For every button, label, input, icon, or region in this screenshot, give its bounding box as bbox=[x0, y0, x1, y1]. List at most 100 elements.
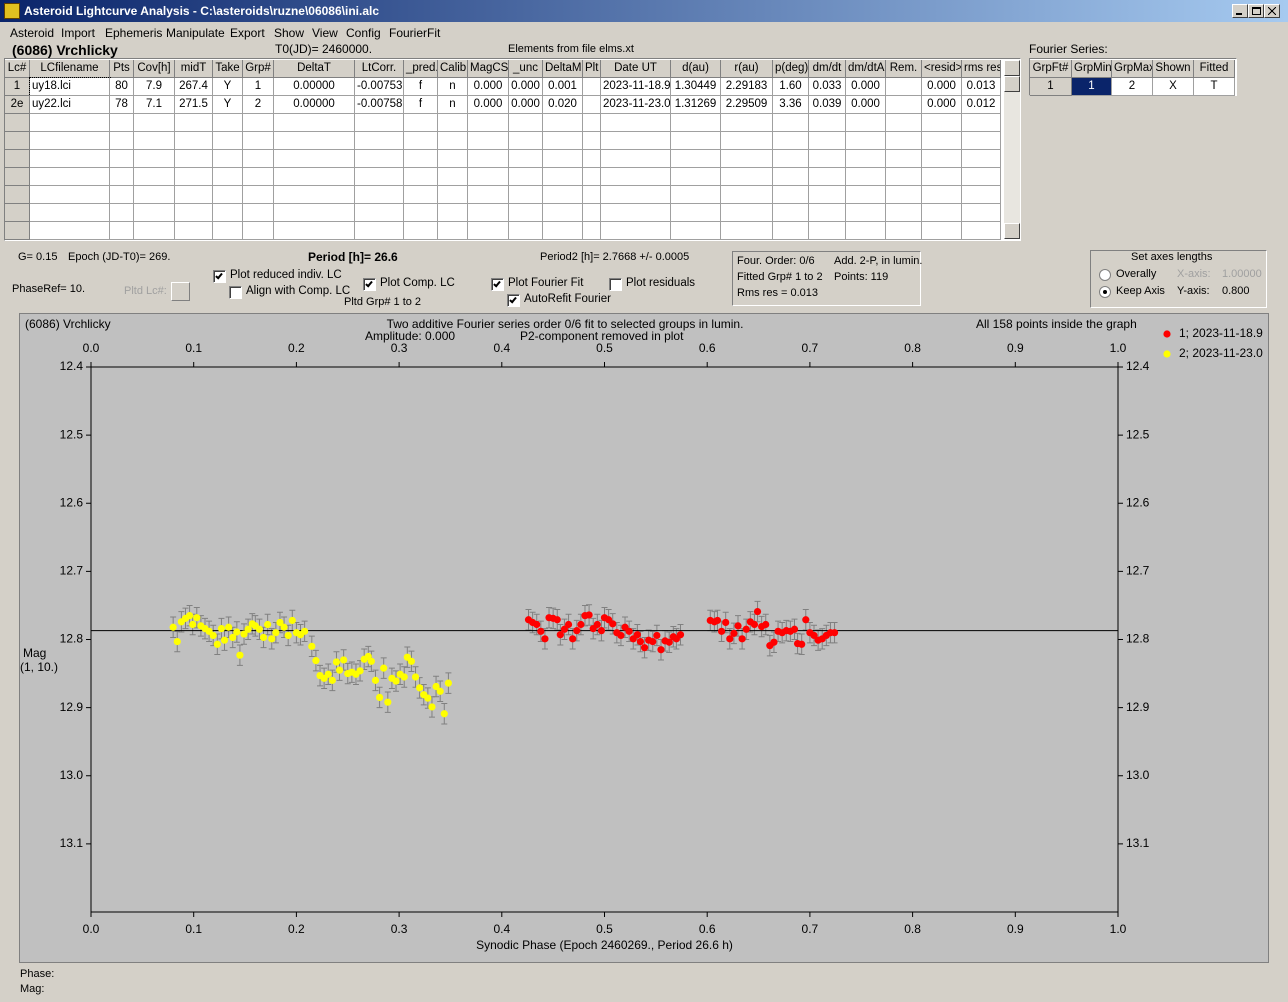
table-cell[interactable]: 7.9 bbox=[134, 78, 175, 96]
table-cell[interactable] bbox=[509, 204, 543, 222]
table-cell[interactable] bbox=[134, 150, 175, 168]
table-cell[interactable]: 0.000 bbox=[922, 96, 962, 114]
table-cell[interactable] bbox=[404, 222, 438, 240]
table-cell[interactable] bbox=[438, 186, 468, 204]
table-cell[interactable]: 1.30449 bbox=[671, 78, 721, 96]
table-cell[interactable]: 0.000 bbox=[846, 78, 886, 96]
table-cell[interactable] bbox=[773, 114, 809, 132]
table-cell[interactable]: 80 bbox=[110, 78, 134, 96]
table-cell[interactable] bbox=[274, 186, 355, 204]
table-cell[interactable]: uy22.lci bbox=[30, 96, 110, 114]
table-cell[interactable] bbox=[468, 150, 509, 168]
table-cell[interactable] bbox=[543, 222, 583, 240]
table-cell[interactable] bbox=[30, 132, 110, 150]
table-cell[interactable] bbox=[438, 168, 468, 186]
axis-length-value[interactable]: 0.800 bbox=[1222, 285, 1250, 297]
table-cell[interactable]: Y bbox=[213, 78, 243, 96]
table-cell[interactable]: 0.012 bbox=[962, 96, 1001, 114]
table-cell[interactable] bbox=[274, 222, 355, 240]
table-cell[interactable] bbox=[846, 222, 886, 240]
checkbox-label[interactable]: Plot residuals bbox=[626, 277, 696, 289]
table-cell[interactable] bbox=[543, 114, 583, 132]
table-cell[interactable] bbox=[404, 114, 438, 132]
menu-item[interactable]: Show bbox=[274, 26, 305, 40]
menu-item[interactable]: Config bbox=[346, 26, 381, 40]
table-cell[interactable] bbox=[243, 168, 274, 186]
table-cell[interactable]: 1 bbox=[1072, 78, 1112, 96]
table-cell[interactable] bbox=[583, 222, 601, 240]
table-cell[interactable] bbox=[583, 132, 601, 150]
checkbox[interactable] bbox=[213, 270, 226, 283]
table-cell[interactable] bbox=[846, 114, 886, 132]
table-cell[interactable]: 1.60 bbox=[773, 78, 809, 96]
table-cell[interactable] bbox=[922, 132, 962, 150]
table-cell[interactable] bbox=[213, 150, 243, 168]
table-cell[interactable] bbox=[213, 186, 243, 204]
table-cell[interactable] bbox=[886, 204, 922, 222]
table-cell[interactable] bbox=[922, 150, 962, 168]
table-cell[interactable] bbox=[110, 150, 134, 168]
table-cell[interactable] bbox=[922, 114, 962, 132]
table-cell[interactable] bbox=[809, 168, 846, 186]
table-cell[interactable] bbox=[404, 150, 438, 168]
table-cell[interactable] bbox=[846, 150, 886, 168]
table-cell[interactable] bbox=[922, 222, 962, 240]
table-cell[interactable] bbox=[962, 168, 1001, 186]
table-cell[interactable] bbox=[468, 204, 509, 222]
table-cell[interactable] bbox=[721, 222, 773, 240]
table-cell[interactable] bbox=[809, 204, 846, 222]
table-cell[interactable] bbox=[962, 186, 1001, 204]
table-cell[interactable] bbox=[601, 222, 671, 240]
table-cell[interactable]: n bbox=[438, 96, 468, 114]
menu-item[interactable]: Import bbox=[61, 26, 96, 40]
window-button[interactable] bbox=[1264, 4, 1280, 18]
table-cell[interactable] bbox=[721, 114, 773, 132]
table-cell[interactable] bbox=[962, 222, 1001, 240]
table-cell[interactable] bbox=[134, 186, 175, 204]
table-cell[interactable]: 1 bbox=[1030, 78, 1072, 96]
table-cell[interactable]: f bbox=[404, 78, 438, 96]
table-cell[interactable] bbox=[543, 132, 583, 150]
table-cell[interactable] bbox=[886, 114, 922, 132]
table-cell[interactable] bbox=[583, 78, 601, 96]
table-cell[interactable] bbox=[809, 186, 846, 204]
table-cell[interactable]: 0.00000 bbox=[274, 78, 355, 96]
table-cell[interactable] bbox=[110, 204, 134, 222]
table-cell[interactable] bbox=[30, 222, 110, 240]
table-cell[interactable] bbox=[962, 150, 1001, 168]
table-cell[interactable] bbox=[509, 222, 543, 240]
table-cell[interactable]: f bbox=[404, 96, 438, 114]
spin-box[interactable] bbox=[171, 282, 190, 301]
table-cell[interactable] bbox=[110, 186, 134, 204]
table-cell[interactable] bbox=[213, 222, 243, 240]
menu-item[interactable]: FourierFit bbox=[389, 26, 441, 40]
table-cell[interactable] bbox=[438, 222, 468, 240]
scroll-down[interactable] bbox=[1004, 223, 1020, 239]
table-cell[interactable] bbox=[922, 204, 962, 222]
table-cell[interactable] bbox=[213, 114, 243, 132]
table-cell[interactable]: -0.00758 bbox=[355, 96, 404, 114]
table-cell[interactable] bbox=[175, 168, 213, 186]
table-cell[interactable] bbox=[543, 204, 583, 222]
table-cell[interactable] bbox=[438, 132, 468, 150]
table-cell[interactable]: 271.5 bbox=[175, 96, 213, 114]
table-cell[interactable] bbox=[846, 132, 886, 150]
table-cell[interactable]: -0.00753 bbox=[355, 78, 404, 96]
radio[interactable] bbox=[1099, 269, 1111, 281]
table-cell[interactable] bbox=[583, 114, 601, 132]
table-cell[interactable]: 0.000 bbox=[922, 78, 962, 96]
table-cell[interactable] bbox=[355, 222, 404, 240]
table-cell[interactable] bbox=[671, 114, 721, 132]
table-cell[interactable] bbox=[509, 186, 543, 204]
table-cell[interactable] bbox=[962, 204, 1001, 222]
checkbox[interactable] bbox=[609, 278, 622, 291]
radio-label[interactable]: Keep Axis bbox=[1116, 285, 1165, 297]
table-cell[interactable] bbox=[243, 186, 274, 204]
table-cell[interactable]: 7.1 bbox=[134, 96, 175, 114]
checkbox[interactable] bbox=[363, 278, 376, 291]
table-cell[interactable] bbox=[773, 132, 809, 150]
table-cell[interactable]: 2 bbox=[1112, 78, 1153, 96]
table-cell[interactable]: 0.000 bbox=[509, 78, 543, 96]
window-button[interactable] bbox=[1248, 4, 1264, 18]
table-cell[interactable]: 0.000 bbox=[468, 78, 509, 96]
